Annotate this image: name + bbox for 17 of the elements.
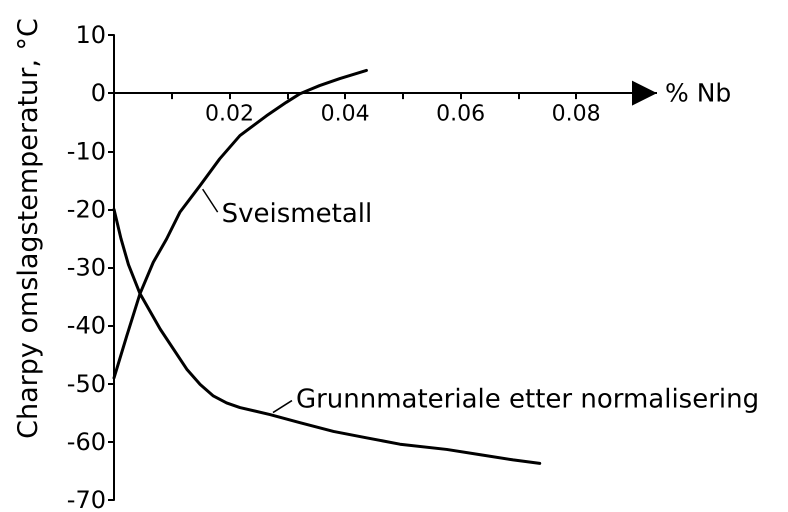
y-tick-label: -50 <box>66 370 106 398</box>
y-tick-label: 10 <box>75 21 106 49</box>
x-tick-label: 0.02 <box>205 102 254 127</box>
y-tick-label: -20 <box>66 195 106 224</box>
annotation: Grunnmateriale etter normalisering <box>296 384 760 415</box>
x-tick-label: 0.08 <box>552 102 601 127</box>
y-tick-label: -70 <box>66 486 106 512</box>
y-tick-label: -30 <box>66 254 106 282</box>
x-axis-title: % Nb <box>665 78 732 108</box>
y-tick-label: 0 <box>90 79 106 108</box>
y-tick-label: -10 <box>66 137 106 166</box>
y-axis-title: Charpy omslagstemperatur, °C <box>13 18 44 439</box>
annotation: Sveismetall <box>222 199 372 230</box>
x-tick-label: 0.04 <box>320 102 370 127</box>
y-tick-label: -40 <box>66 312 106 340</box>
y-tick-label: -60 <box>66 428 106 456</box>
x-tick-label: 0.06 <box>436 102 486 127</box>
